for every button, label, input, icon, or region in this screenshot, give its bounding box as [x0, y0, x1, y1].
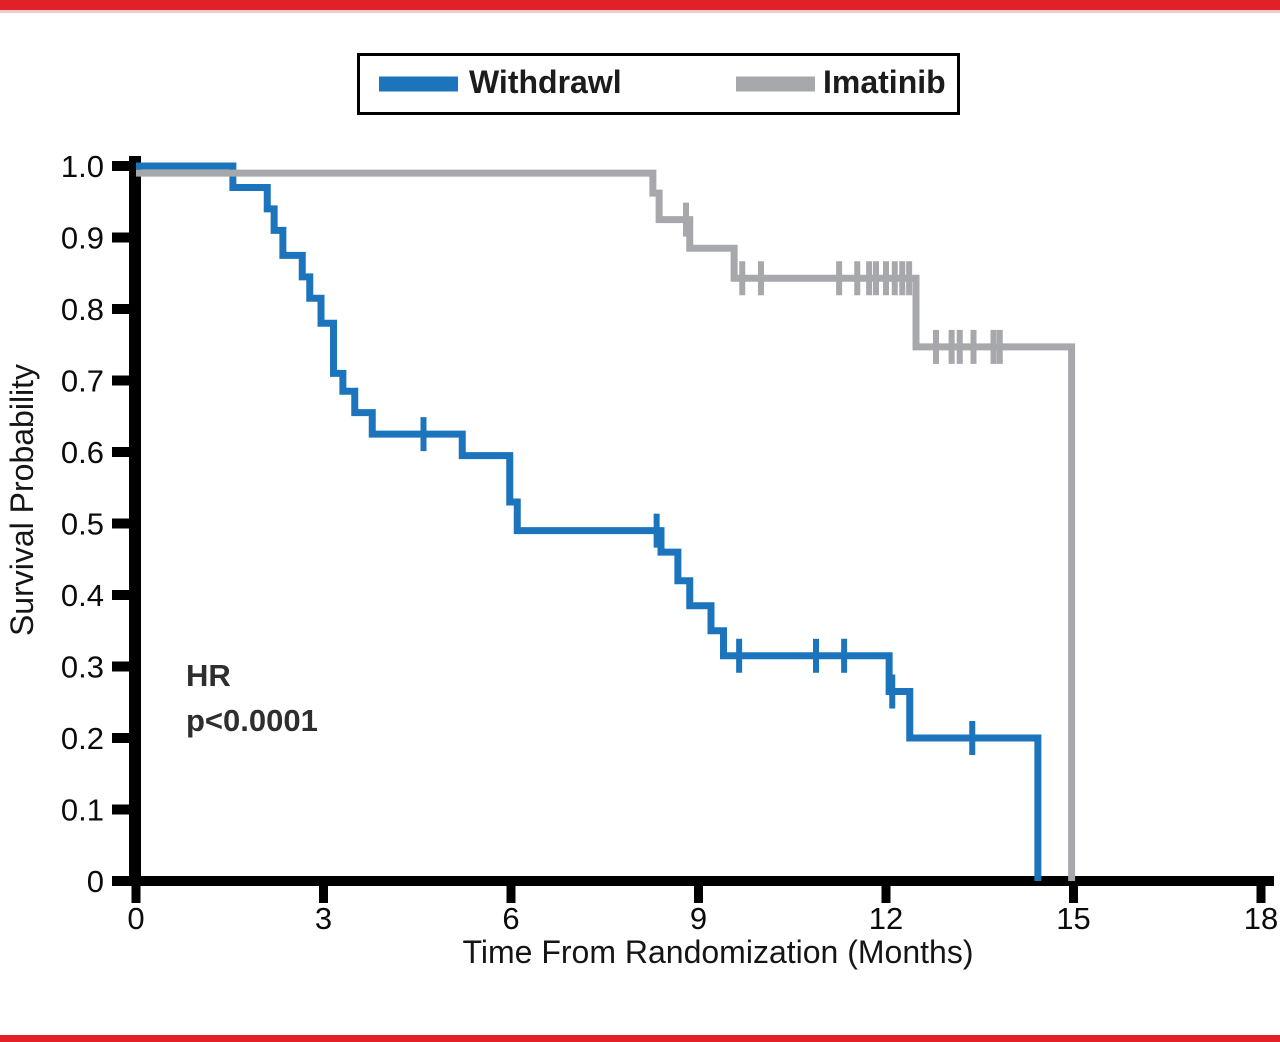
y-tick-mark [112, 733, 134, 743]
y-axis-title: Survival Probability [4, 363, 40, 637]
x-tick-label: 15 [1056, 901, 1090, 936]
censor-tick [933, 329, 939, 364]
censor-tick [836, 261, 843, 296]
x-axis-title: Time From Randomization (Months) [462, 934, 974, 970]
y-tick-mark [112, 804, 134, 815]
censor-tick [889, 674, 896, 709]
y-tick-mark [112, 304, 134, 314]
censor-tick [866, 261, 873, 296]
x-tick-mark [694, 876, 703, 903]
censor-tick [653, 513, 660, 548]
y-tick-label: 0.2 [61, 721, 104, 756]
y-tick-label: 1.0 [61, 149, 104, 184]
censor-tick [970, 329, 977, 364]
censor-tick [996, 329, 1003, 364]
y-tick-label: 0 [87, 864, 104, 899]
y-tick-label: 0.9 [61, 221, 104, 256]
legend-label-withdrawl: Withdrawl [469, 64, 622, 101]
censor-tick [990, 329, 997, 364]
x-tick-label: 0 [127, 901, 144, 936]
y-tick-label: 0.7 [61, 364, 104, 399]
x-tick-mark [881, 876, 891, 903]
x-tick-mark [506, 876, 516, 903]
x-tick-label: 12 [869, 901, 903, 936]
series-withdrawl [136, 162, 1042, 881]
legend-label-imatinib: Imatinib [823, 64, 946, 101]
x-tick-label: 18 [1244, 901, 1278, 936]
hr-annotation-line1: HR [186, 658, 231, 693]
y-tick-label: 0.5 [61, 507, 104, 542]
series-imatinib [136, 169, 1076, 881]
x-tick-mark [1256, 876, 1266, 903]
y-tick-mark [112, 161, 134, 171]
x-tick-mark [1069, 876, 1078, 903]
censor-tick [683, 202, 689, 237]
y-axis-line [129, 156, 141, 886]
censor-tick [739, 261, 746, 296]
survival-curve [136, 162, 1042, 881]
x-tick-label: 9 [690, 901, 707, 936]
censor-tick [883, 261, 889, 296]
legend-swatch-imatinib [736, 76, 815, 92]
survival-curve [136, 169, 1076, 881]
censor-tick [854, 261, 861, 296]
censor-tick [948, 329, 955, 364]
hr-annotation: HR p<0.0001 [186, 653, 318, 743]
y-tick-mark [112, 876, 134, 886]
censor-tick [956, 329, 963, 364]
censor-tick [813, 638, 819, 673]
top-red-rule [0, 0, 1280, 10]
censor-tick [873, 261, 879, 296]
top-red-rule-shadow [0, 10, 1280, 13]
y-tick-label: 0.1 [61, 793, 104, 828]
hr-annotation-line2: p<0.0001 [186, 703, 318, 738]
y-tick-label: 0.6 [61, 435, 104, 470]
y-tick-label: 0.4 [61, 578, 104, 613]
censor-tick [906, 261, 913, 296]
censor-tick [841, 638, 848, 673]
y-tick-mark [112, 518, 134, 529]
y-tick-mark [112, 375, 134, 386]
censor-tick [899, 261, 906, 296]
censor-tick [891, 261, 898, 296]
x-tick-label: 3 [315, 901, 332, 936]
bottom-red-rule [0, 1035, 1280, 1042]
y-tick-label: 0.8 [61, 292, 104, 327]
censor-tick [736, 638, 743, 673]
x-axis-ticks: 0 3 6 9 12 15 18 [127, 876, 1278, 936]
censor-tick [758, 261, 764, 296]
y-tick-mark [112, 590, 134, 600]
y-tick-label: 0.3 [61, 650, 104, 685]
y-tick-mark [112, 447, 134, 457]
x-tick-mark [131, 876, 141, 903]
y-axis-ticks: 0 0.1 0.2 0.3 0.4 0.5 0.6 0.7 0.8 0.9 1.0 [61, 149, 134, 899]
y-tick-mark [112, 232, 134, 243]
censor-tick [420, 417, 427, 452]
chart-legend: Withdrawl Imatinib [357, 53, 960, 115]
censor-tick [969, 721, 976, 755]
x-tick-mark [319, 876, 328, 903]
y-tick-mark [112, 661, 134, 672]
legend-swatch-withdrawl [379, 76, 458, 92]
x-tick-label: 6 [502, 901, 519, 936]
